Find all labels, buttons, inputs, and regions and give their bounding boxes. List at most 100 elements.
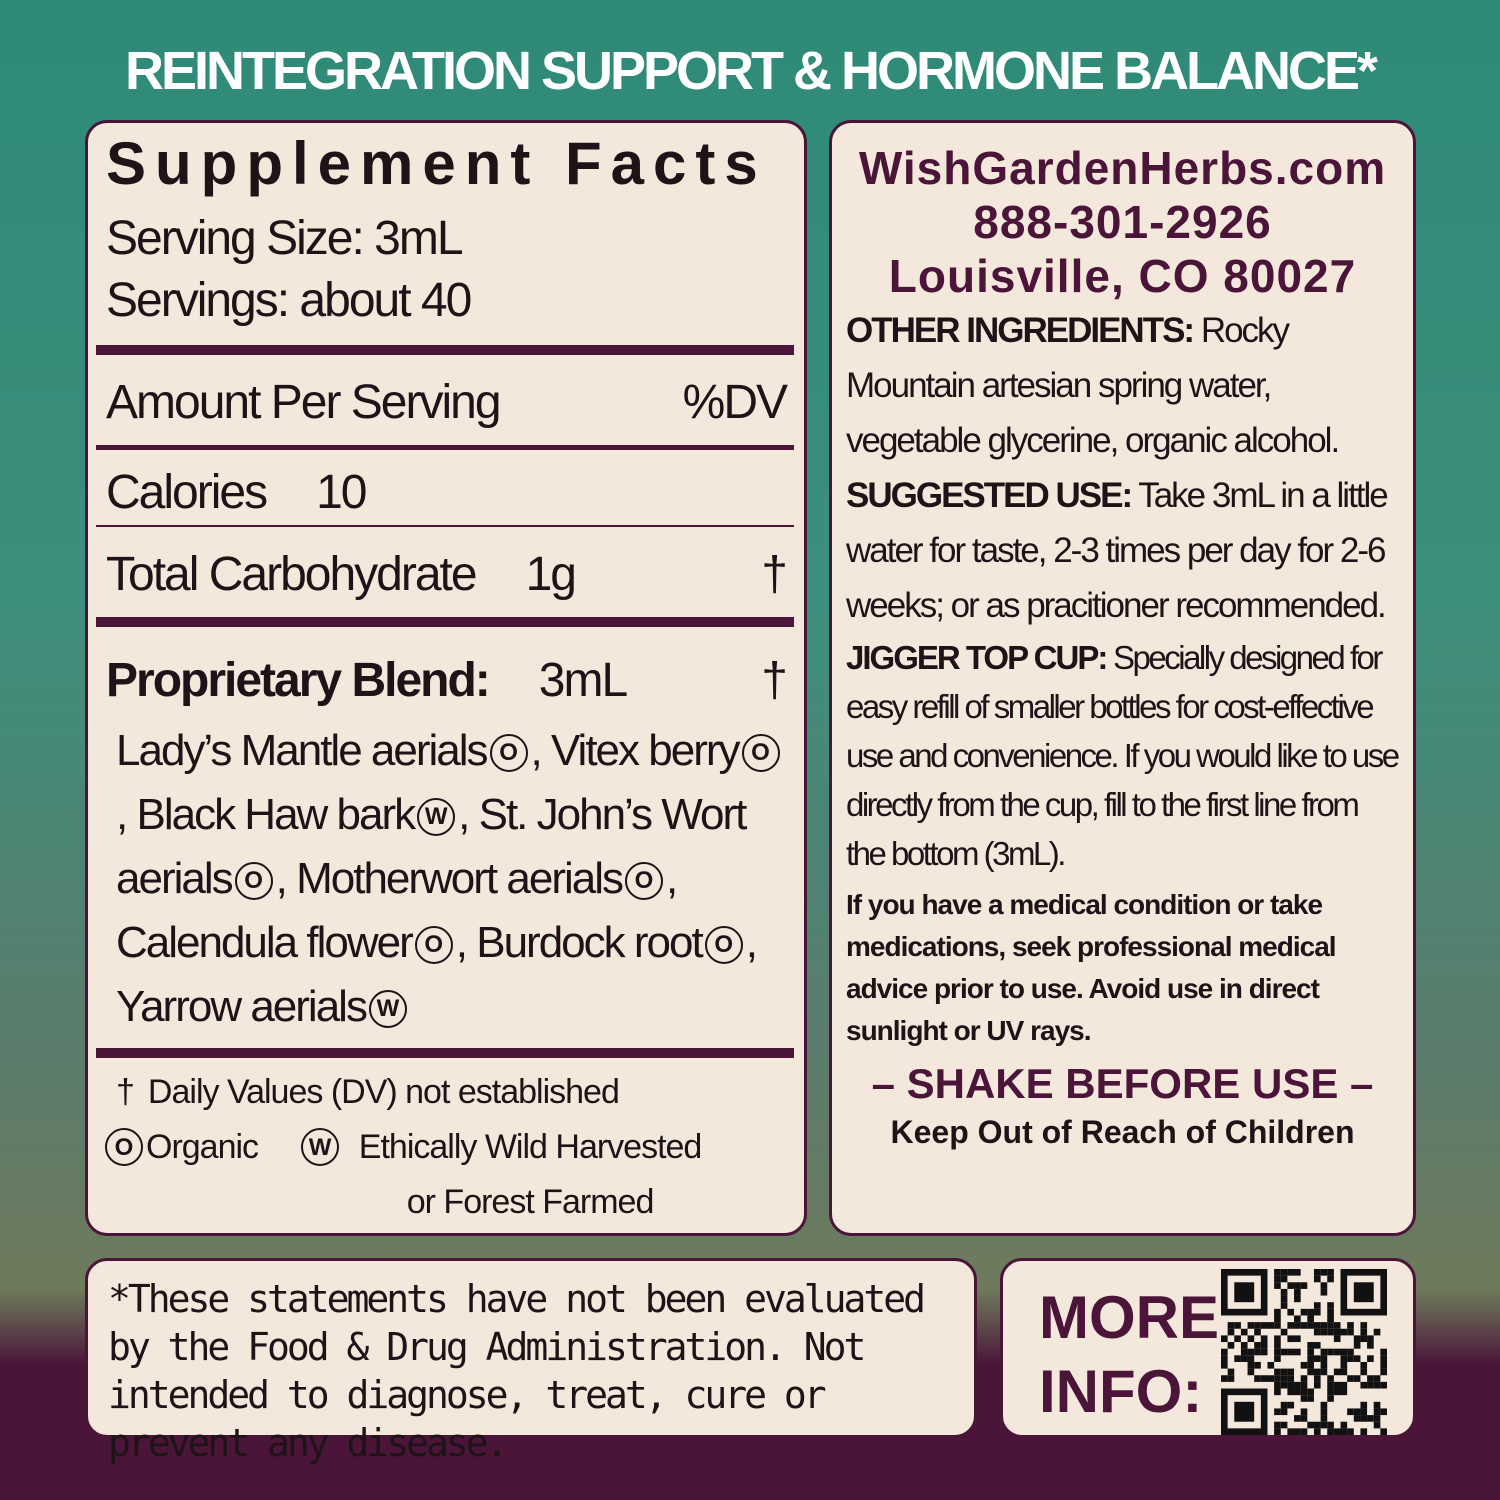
ingredient-mark: O bbox=[704, 926, 743, 965]
qr-module bbox=[1347, 1348, 1354, 1356]
qr-module bbox=[1294, 1295, 1301, 1303]
qr-module bbox=[1380, 1355, 1387, 1362]
qr-module bbox=[1287, 1282, 1295, 1289]
qr-module bbox=[1280, 1328, 1288, 1336]
qr-module bbox=[1221, 1375, 1228, 1382]
ingredient: Calendula flower O, bbox=[116, 918, 468, 967]
qr-module bbox=[1274, 1269, 1281, 1276]
ingredient-mark: W bbox=[417, 798, 456, 837]
qr-module bbox=[1294, 1381, 1301, 1389]
qr-module bbox=[1280, 1421, 1288, 1429]
qr-module bbox=[1353, 1282, 1374, 1303]
ingredient-mark: O bbox=[489, 734, 528, 773]
ingredients: Lady’s Mantle aerials O, Vitex berry O, Bl… bbox=[116, 719, 786, 1039]
qr-module bbox=[1313, 1355, 1321, 1362]
footnote: W Ethically Wild Harvested or Forest Farm… bbox=[298, 1120, 718, 1230]
rule bbox=[96, 445, 794, 450]
qr-code bbox=[1221, 1269, 1387, 1435]
qr-module bbox=[1353, 1408, 1361, 1416]
qr-module bbox=[1367, 1335, 1374, 1343]
qr-module bbox=[1373, 1415, 1381, 1422]
ingredient: St. John’s Wort aerials O, bbox=[116, 790, 747, 903]
qr-module bbox=[1313, 1428, 1321, 1435]
qr-module bbox=[1333, 1368, 1341, 1376]
qr-module bbox=[1280, 1302, 1288, 1309]
section-label: OTHER INGREDIENTS: bbox=[846, 311, 1195, 350]
qr-module bbox=[1360, 1408, 1368, 1416]
blend-row: Proprietary Blend: 3mL † bbox=[106, 645, 788, 715]
qr-module bbox=[1380, 1361, 1387, 1369]
footnote-text: Organic bbox=[146, 1128, 259, 1166]
qr-module bbox=[1360, 1368, 1368, 1376]
qr-module bbox=[1280, 1401, 1288, 1409]
qr-module bbox=[1347, 1428, 1354, 1435]
qr-module bbox=[1274, 1315, 1281, 1323]
qr-module bbox=[1240, 1342, 1248, 1349]
qr-module bbox=[1373, 1328, 1381, 1336]
amount-header: Amount Per Serving bbox=[106, 375, 502, 429]
qr-module bbox=[1307, 1315, 1314, 1323]
ingredient-mark: O bbox=[414, 926, 453, 965]
qr-module bbox=[1280, 1295, 1288, 1303]
qr-module bbox=[1294, 1315, 1301, 1323]
footnote: O Organic bbox=[102, 1120, 259, 1175]
qr-module bbox=[1227, 1322, 1235, 1329]
separator: , bbox=[666, 854, 678, 903]
qr-module bbox=[1280, 1368, 1288, 1376]
qr-module bbox=[1367, 1415, 1374, 1422]
qr-module bbox=[1373, 1381, 1381, 1389]
qr-module bbox=[1320, 1415, 1328, 1422]
qr-module bbox=[1327, 1275, 1334, 1283]
qr-module bbox=[1367, 1375, 1374, 1382]
ingredient-mark: W bbox=[368, 990, 407, 1029]
qr-module bbox=[1313, 1302, 1321, 1309]
separator: , bbox=[745, 918, 758, 967]
ingredient-name: Vitex berry bbox=[551, 726, 740, 775]
qr-module bbox=[1287, 1428, 1295, 1435]
nutrient-amount: 1g bbox=[525, 547, 577, 601]
qr-module bbox=[1280, 1348, 1288, 1356]
qr-module bbox=[1327, 1302, 1334, 1309]
qr-module bbox=[1320, 1355, 1328, 1362]
footnote-text: Ethically Wild Harvested or Forest Farme… bbox=[358, 1128, 703, 1221]
qr-module bbox=[1320, 1348, 1328, 1356]
qr-module bbox=[1274, 1421, 1281, 1429]
footnote-line: O Organic W Ethically Wild Harvested or For… bbox=[102, 1120, 764, 1230]
qr-module bbox=[1360, 1415, 1368, 1422]
qr-module bbox=[1280, 1288, 1288, 1296]
ingredient: Lady’s Mantle aerials O, bbox=[116, 726, 543, 775]
qr-module bbox=[1260, 1342, 1268, 1349]
section: JIGGER TOP CUP: Specially designed for e… bbox=[846, 633, 1400, 878]
qr-module bbox=[1360, 1428, 1368, 1435]
qr-module bbox=[1260, 1375, 1268, 1382]
qr-module bbox=[1240, 1355, 1248, 1362]
disclaimer-panel: *These statements have not been evaluate… bbox=[85, 1258, 977, 1465]
qr-module bbox=[1320, 1282, 1328, 1289]
qr-module bbox=[1300, 1375, 1308, 1382]
qr-module bbox=[1294, 1282, 1301, 1289]
qr-module bbox=[1234, 1401, 1255, 1422]
qr-module bbox=[1320, 1328, 1328, 1336]
qr-module bbox=[1260, 1335, 1268, 1343]
more-info: MORE INFO: bbox=[1039, 1284, 1219, 1425]
qr-module bbox=[1294, 1428, 1301, 1435]
qr-module bbox=[1267, 1322, 1275, 1329]
qr-module bbox=[1353, 1415, 1361, 1422]
qr-module bbox=[1360, 1361, 1368, 1369]
serving-size: Serving Size: 3mL bbox=[106, 212, 464, 265]
qr-module bbox=[1313, 1275, 1321, 1283]
qr-module bbox=[1274, 1275, 1281, 1283]
qr-module bbox=[1327, 1308, 1334, 1316]
qr-module bbox=[1260, 1322, 1268, 1329]
nutrient-name: Total Carbohydrate bbox=[106, 547, 478, 601]
qr-module bbox=[1327, 1315, 1334, 1323]
section-label: JIGGER TOP CUP: bbox=[846, 639, 1108, 676]
qr-module bbox=[1360, 1328, 1368, 1336]
qr-module bbox=[1333, 1428, 1341, 1435]
qr-module bbox=[1274, 1342, 1281, 1349]
separator: , bbox=[275, 854, 288, 903]
qr-module bbox=[1294, 1288, 1301, 1296]
contact: WishGardenHerbs.com 888-301-2926 Louisvi… bbox=[846, 141, 1399, 303]
facts-panel: Supplement Facts Serving Size: 3mL Servi… bbox=[85, 120, 807, 1236]
more-info-panel: MORE INFO: bbox=[1000, 1258, 1416, 1438]
